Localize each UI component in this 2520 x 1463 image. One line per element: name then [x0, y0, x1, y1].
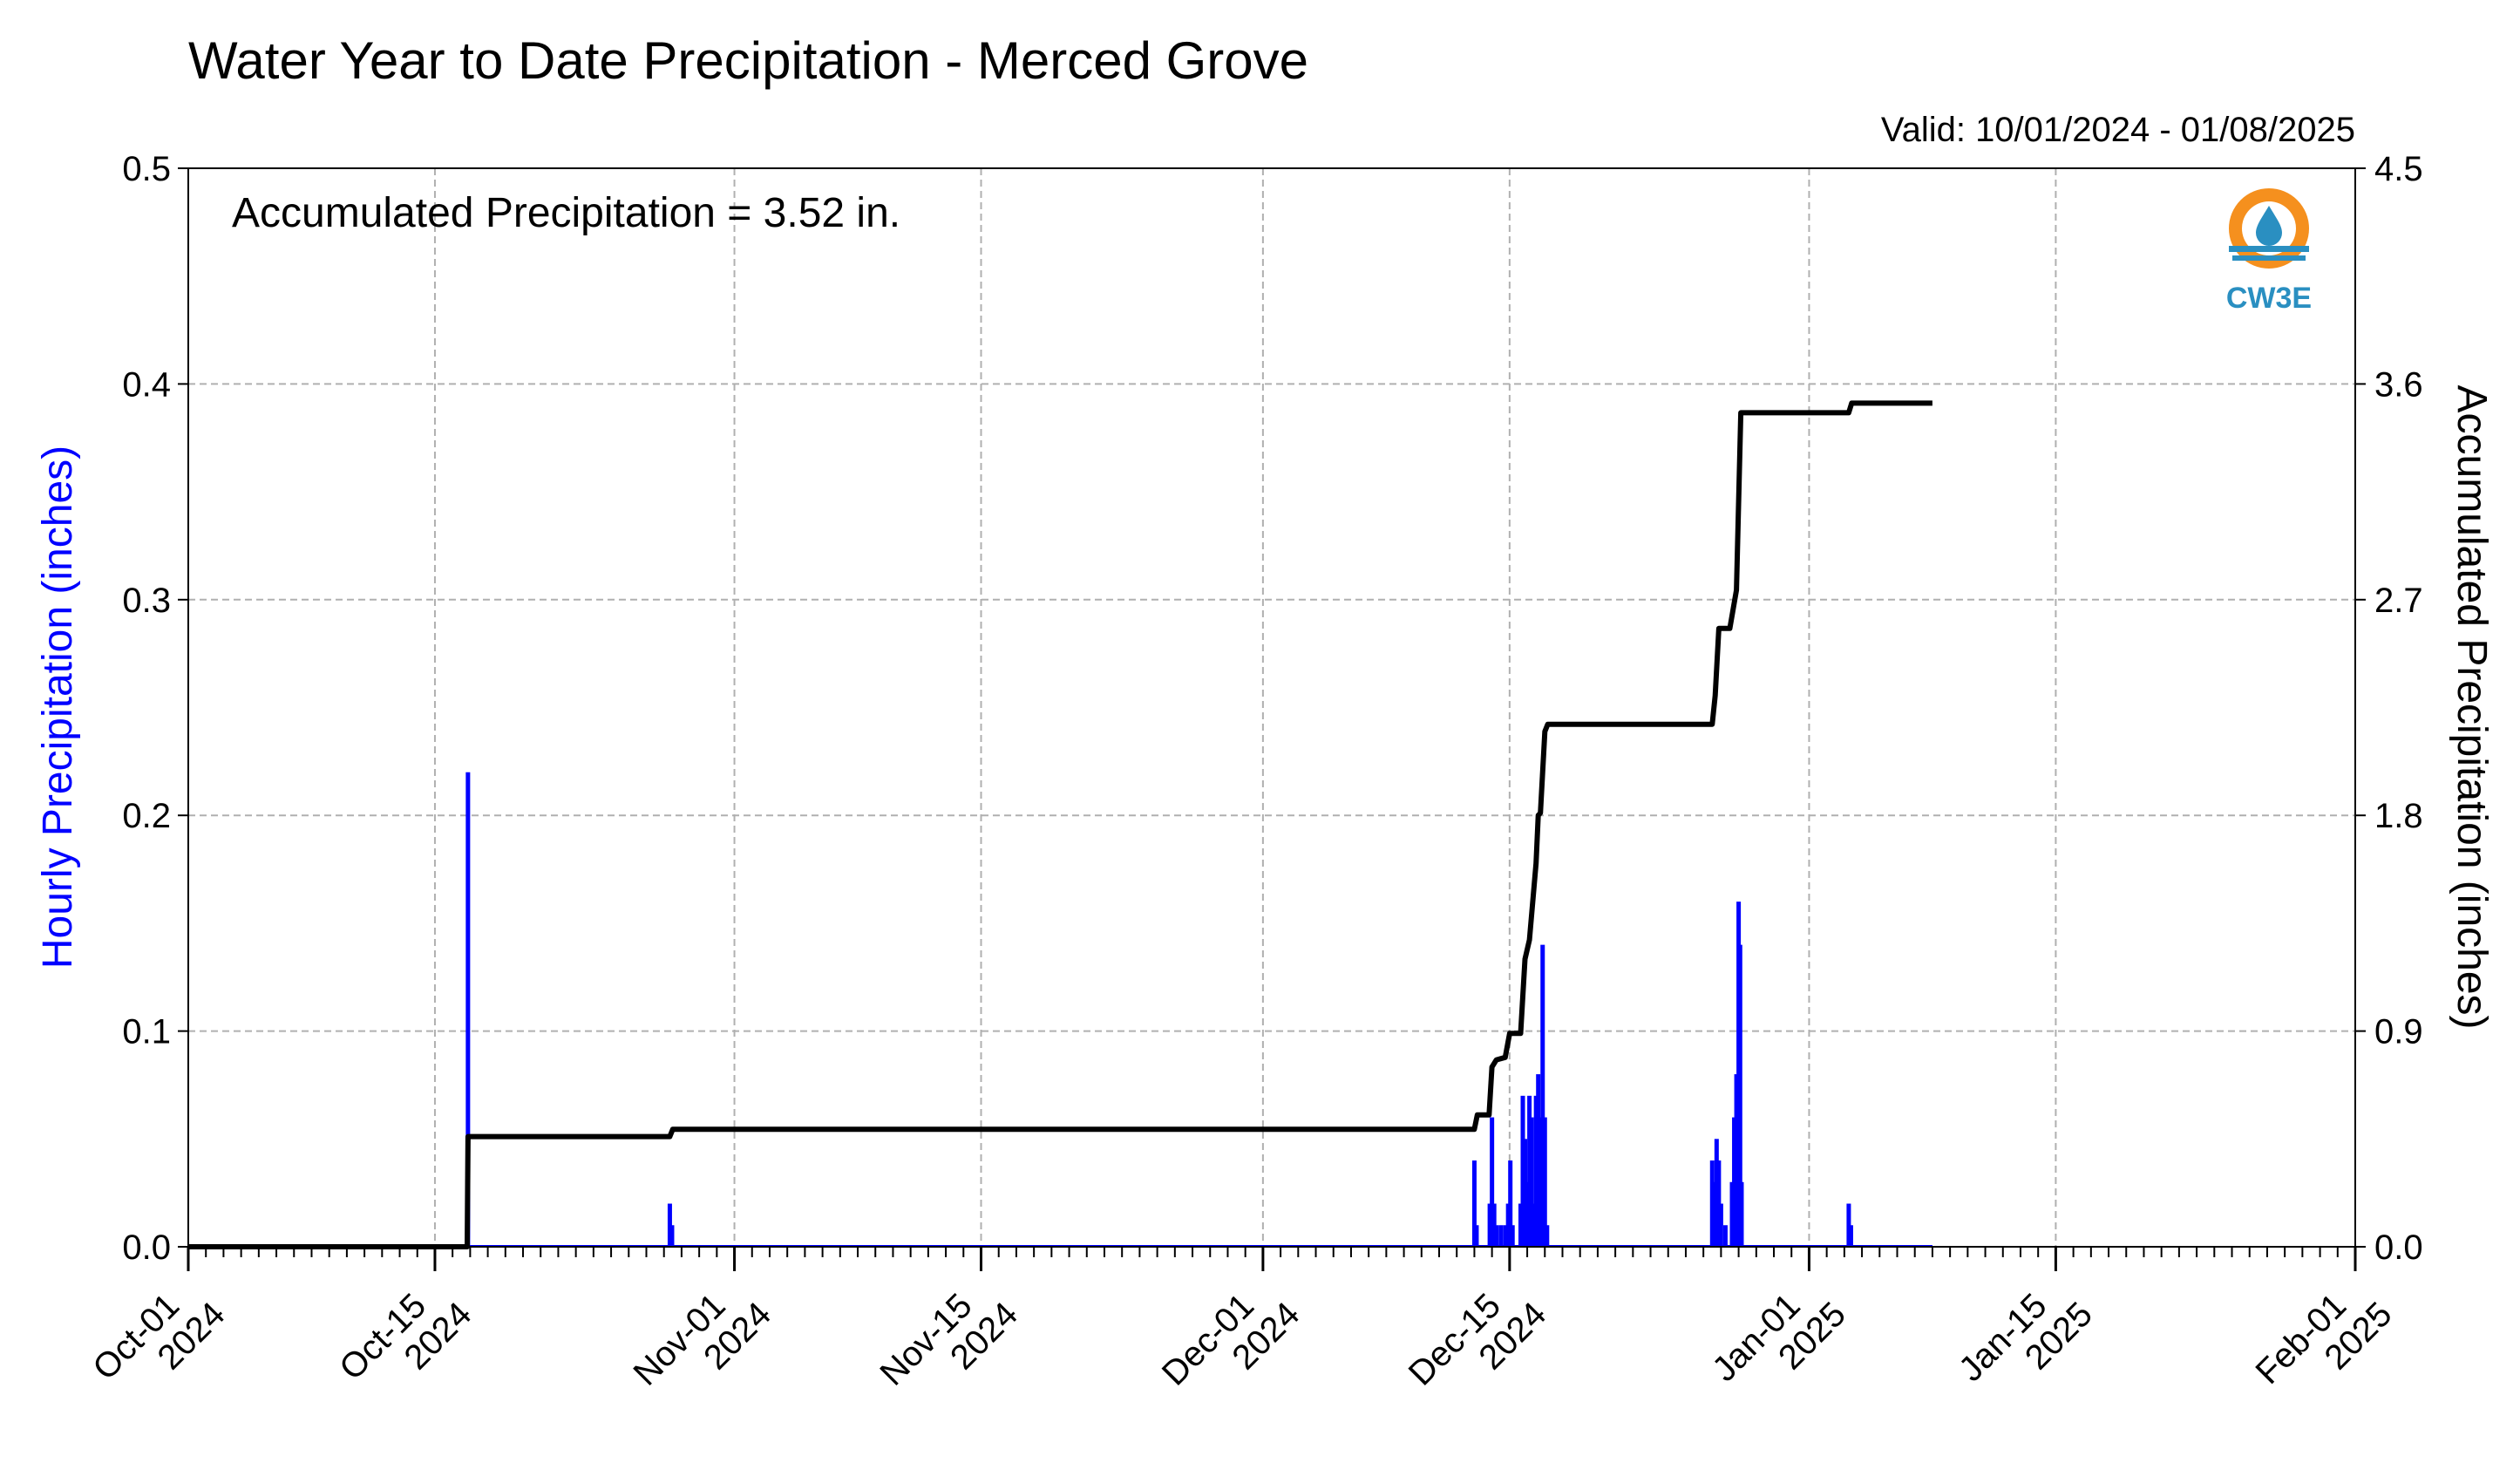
left-y-tick-label: 0.5	[122, 150, 171, 188]
logo-wave-1	[2229, 246, 2309, 252]
chart-title: Water Year to Date Precipitation - Merce…	[188, 31, 1308, 90]
hourly-precip-bar	[1542, 1117, 1547, 1247]
hourly-precip-bar	[1734, 1074, 1739, 1247]
hourly-precip-bar	[1518, 1203, 1523, 1247]
logo-wave-2	[2232, 255, 2306, 261]
cw3e-logo: CW3E	[2226, 188, 2312, 315]
hourly-precip-bar	[1494, 1225, 1499, 1247]
hourly-precip-bar	[1714, 1139, 1719, 1247]
hourly-precip-bar	[1510, 1225, 1515, 1247]
hourly-precip-bar	[1529, 1117, 1534, 1247]
hourly-precip-bar	[1716, 1160, 1722, 1247]
hourly-precip-bar	[1729, 1181, 1735, 1247]
hourly-precip-bar	[1474, 1225, 1479, 1247]
hourly-precip-bar	[1536, 1074, 1541, 1247]
right-y-tick-label: 2.7	[2374, 582, 2423, 620]
hourly-precip-bar	[1846, 1203, 1851, 1247]
hourly-precip-bar	[1739, 1181, 1744, 1247]
hourly-precip-bar	[1732, 1117, 1737, 1247]
hourly-precip-bar	[1527, 1095, 1532, 1247]
hourly-precip-bar	[1540, 944, 1545, 1247]
hourly-precip-bar	[1505, 1203, 1511, 1247]
hourly-precip-bar	[1722, 1225, 1728, 1247]
hourly-precip-bar	[1538, 1117, 1543, 1247]
hourly-precip-bar	[1709, 1160, 1715, 1247]
accumulated-annotation: Accumulated Precipitation = 3.52 in.	[232, 190, 900, 236]
hourly-precip-bar	[1487, 1203, 1492, 1247]
hourly-precip-bar	[1533, 1095, 1538, 1247]
hourly-precip-bar	[1503, 1225, 1508, 1247]
hourly-precip-bar	[1525, 1181, 1530, 1247]
hourly-precip-bar	[1737, 944, 1742, 1247]
right-y-tick-label: 4.5	[2374, 150, 2423, 188]
grid-lines	[188, 168, 2355, 1247]
right-y-axis-label: Accumulated Precipitation (inches)	[2449, 384, 2495, 1029]
left-y-tick-label: 0.0	[122, 1228, 171, 1267]
hourly-precip-bar	[1523, 1139, 1528, 1247]
logo-drop	[2256, 206, 2282, 246]
logo-text: CW3E	[2226, 282, 2312, 315]
valid-date-range: Valid: 10/01/2024 - 01/08/2025	[1881, 111, 2355, 149]
plot-frame	[187, 167, 2356, 1248]
left-y-tick-label: 0.3	[122, 582, 171, 620]
left-y-tick-label: 0.2	[122, 797, 171, 835]
hourly-precip-bar	[1498, 1225, 1504, 1247]
hourly-precip-bar	[1491, 1203, 1497, 1247]
right-y-tick-label: 1.8	[2374, 797, 2423, 835]
hourly-precip-bar	[1712, 1181, 1717, 1247]
accumulated-line-layer	[188, 400, 1932, 1249]
right-y-tick-label: 0.9	[2374, 1013, 2423, 1051]
hourly-precip-bar	[1471, 1160, 1477, 1247]
hourly-precip-bar	[1508, 1160, 1513, 1247]
hourly-precip-bar	[1545, 1225, 1550, 1247]
left-y-axis-label: Hourly Precipitation (inches)	[35, 446, 81, 969]
accumulated-precip-line	[188, 400, 1932, 1249]
right-y-tick-label: 3.6	[2374, 365, 2423, 404]
hourly-precip-bar	[465, 772, 471, 1247]
hourly-precip-bar	[667, 1203, 672, 1247]
hourly-precip-bar	[1848, 1225, 1853, 1247]
left-y-tick-label: 0.4	[122, 365, 171, 404]
right-y-tick-label: 0.0	[2374, 1228, 2423, 1267]
hourly-precip-bar	[1520, 1095, 1525, 1247]
hourly-precip-bar	[1532, 1203, 1537, 1247]
left-y-tick-label: 0.1	[122, 1013, 171, 1051]
hourly-precip-bar	[1718, 1203, 1723, 1247]
hourly-precip-bar	[1490, 1117, 1495, 1247]
hourly-precip-bar	[669, 1225, 675, 1247]
